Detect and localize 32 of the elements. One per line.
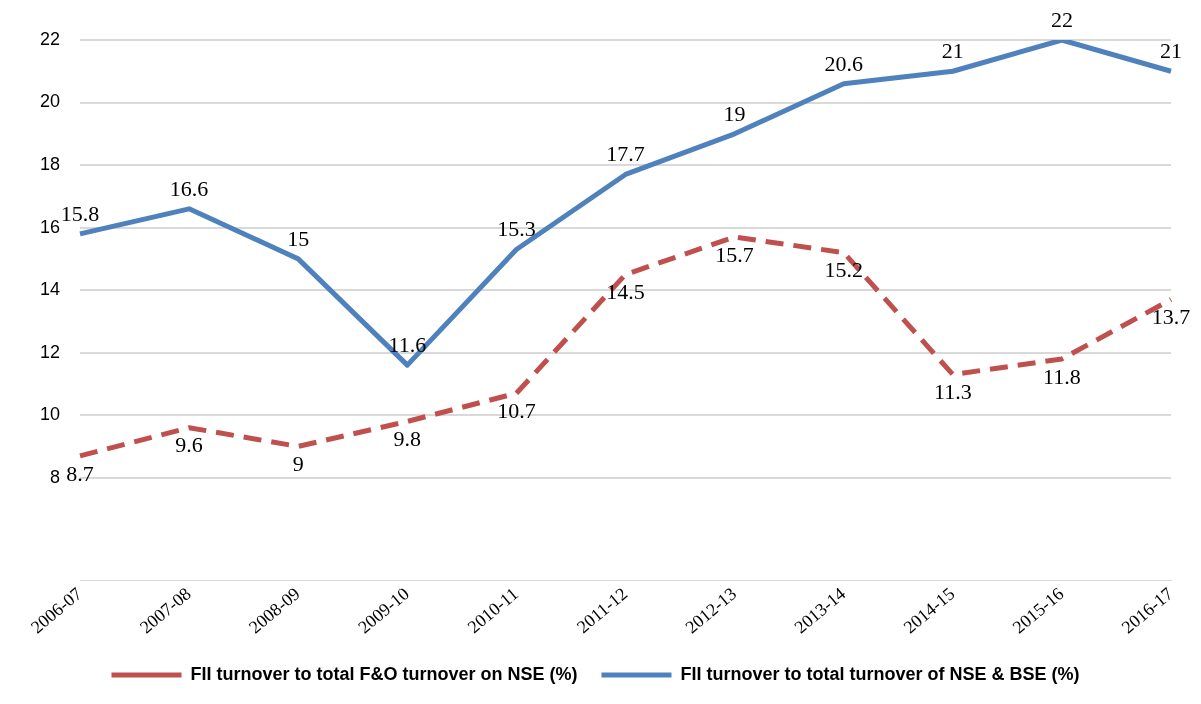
data-label: 8.7	[66, 460, 94, 486]
data-label: 11.3	[933, 379, 972, 405]
y-tick-label: 16	[39, 216, 61, 237]
data-label: 22	[1050, 6, 1073, 32]
data-label: 14.5	[606, 279, 645, 305]
data-label: 11.8	[1043, 363, 1081, 389]
data-label: 16.6	[169, 175, 209, 201]
data-label: 17.7	[606, 141, 645, 167]
y-tick-label: 10	[39, 404, 61, 425]
data-label: 21	[1160, 38, 1182, 64]
data-label: 21	[941, 38, 964, 64]
data-label: 9	[292, 451, 304, 477]
data-label: 20.6	[824, 50, 863, 76]
y-tick-label: 12	[39, 341, 61, 362]
data-label: 15.7	[715, 241, 754, 267]
data-label: 15.8	[60, 200, 100, 226]
y-tick-label: 22	[39, 28, 61, 49]
data-label: 9.6	[175, 432, 203, 458]
y-tick-label: 20	[39, 91, 61, 112]
data-label: 9.8	[393, 426, 422, 452]
legend-label: FII turnover to total F&O turnover on NSE (%)	[190, 663, 578, 684]
y-tick-label: 8	[50, 466, 61, 487]
data-label: 10.7	[497, 398, 536, 424]
data-label: 15	[287, 225, 310, 251]
data-label: 15.3	[497, 216, 536, 242]
data-label: 15.2	[824, 257, 863, 283]
y-tick-label: 14	[39, 279, 61, 300]
data-label: 11.6	[388, 331, 427, 357]
data-label: 19	[723, 100, 746, 126]
legend-label: FII turnover to total turnover of NSE & BSE (%)	[680, 663, 1080, 684]
data-label: 13.7	[1151, 304, 1191, 330]
y-tick-label: 18	[39, 154, 61, 175]
